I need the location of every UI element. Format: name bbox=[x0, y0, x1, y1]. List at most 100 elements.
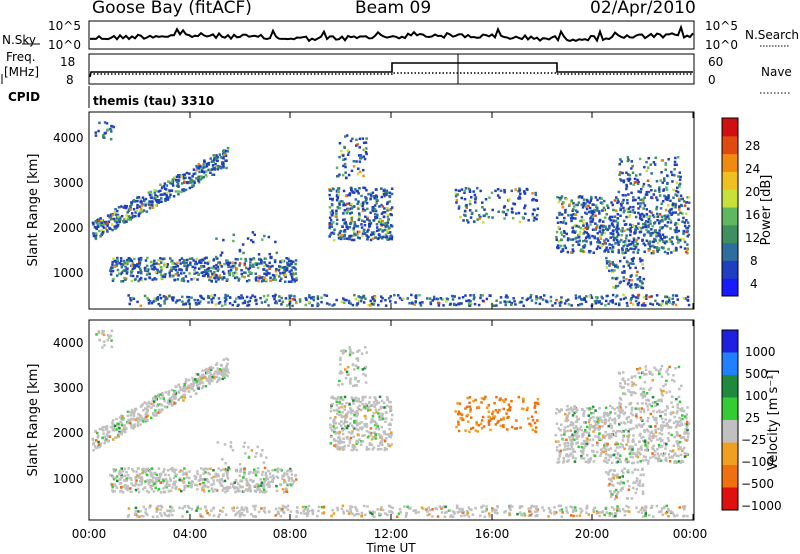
power-ytick-4000: 4000 bbox=[53, 131, 84, 145]
power-cell bbox=[643, 196, 646, 199]
power-cell bbox=[535, 213, 539, 217]
power-cell bbox=[556, 221, 560, 224]
power-cell bbox=[623, 223, 627, 226]
power-cell bbox=[280, 296, 283, 300]
power-cell bbox=[624, 243, 627, 246]
power-cell bbox=[623, 271, 626, 274]
power-cell bbox=[357, 217, 361, 221]
power-cell bbox=[151, 206, 155, 209]
velocity-cell bbox=[152, 475, 155, 479]
power-cell bbox=[365, 234, 368, 237]
power-cell bbox=[645, 239, 649, 242]
power-cell bbox=[559, 196, 563, 200]
power-cell bbox=[353, 232, 356, 236]
power-cell bbox=[361, 219, 364, 222]
velocity-cell bbox=[121, 429, 124, 432]
power-cell bbox=[646, 230, 650, 234]
power-cell bbox=[577, 236, 581, 239]
power-cell bbox=[280, 303, 283, 306]
power-cell bbox=[100, 221, 103, 224]
power-cell bbox=[240, 294, 243, 297]
power-cell bbox=[658, 213, 662, 216]
power-cell bbox=[670, 207, 673, 211]
velocity-cell bbox=[235, 489, 239, 493]
power-cell bbox=[214, 255, 218, 259]
velocity-cell bbox=[287, 483, 290, 486]
velocity-cell bbox=[341, 383, 344, 386]
power-cell bbox=[491, 208, 494, 212]
power-cell bbox=[569, 238, 572, 241]
power-cell bbox=[555, 230, 559, 234]
velocity-cell bbox=[389, 400, 392, 404]
velocity-cell bbox=[683, 508, 686, 511]
velocity-cell bbox=[371, 404, 374, 407]
power-cell bbox=[635, 274, 638, 277]
velocity-cell bbox=[389, 408, 393, 411]
power-cell bbox=[663, 240, 667, 243]
velocity-cell bbox=[519, 426, 522, 429]
velocity-cell bbox=[467, 515, 471, 518]
power-cell bbox=[157, 199, 160, 202]
power-cell bbox=[518, 220, 522, 224]
power-cell bbox=[682, 229, 685, 233]
power-cell bbox=[364, 141, 368, 144]
power-cell bbox=[659, 236, 663, 240]
power-cell bbox=[210, 279, 213, 283]
power-cell bbox=[613, 269, 616, 272]
power-cell bbox=[672, 249, 676, 252]
power-cell bbox=[119, 272, 123, 276]
velocity-cell bbox=[505, 412, 508, 415]
velocity-cell bbox=[508, 408, 511, 411]
velocity-cell bbox=[477, 424, 481, 427]
power-cell bbox=[228, 261, 232, 265]
velocity-cell bbox=[367, 405, 371, 408]
power-cell bbox=[650, 172, 653, 175]
velocity-cell bbox=[223, 479, 227, 483]
velocity-cell bbox=[127, 418, 130, 422]
velocity-cell bbox=[547, 507, 551, 510]
velocity-cell bbox=[93, 445, 97, 448]
power-cell bbox=[190, 185, 194, 189]
power-cell bbox=[561, 221, 565, 224]
power-cell bbox=[543, 294, 546, 297]
power-cell bbox=[598, 210, 601, 213]
velocity-cell bbox=[536, 510, 539, 513]
power-cell bbox=[342, 164, 345, 168]
power-cell bbox=[654, 239, 657, 242]
power-cell bbox=[126, 270, 129, 273]
power-cell bbox=[182, 259, 186, 262]
velocity-cell bbox=[167, 390, 171, 393]
velocity-cell bbox=[655, 504, 659, 508]
velocity-cell bbox=[135, 479, 138, 482]
power-cell bbox=[262, 268, 266, 271]
power-cell bbox=[641, 263, 644, 266]
velocity-cell bbox=[535, 514, 539, 518]
velocity-cell bbox=[92, 449, 95, 452]
power-cell bbox=[674, 156, 677, 160]
power-cell bbox=[176, 278, 180, 281]
velocity-cell bbox=[94, 446, 98, 450]
power-cell bbox=[675, 181, 679, 185]
power-cell bbox=[214, 157, 218, 160]
power-cell bbox=[182, 188, 185, 191]
power-cell bbox=[473, 302, 477, 306]
velocity-cell bbox=[380, 412, 383, 415]
power-cell bbox=[419, 304, 423, 307]
power-cell bbox=[366, 216, 369, 219]
power-cell bbox=[384, 228, 387, 232]
power-cell bbox=[684, 230, 688, 234]
power-cell bbox=[606, 249, 609, 252]
velocity-cell bbox=[178, 478, 181, 482]
velocity-cell bbox=[195, 483, 199, 487]
power-cell bbox=[588, 206, 592, 210]
velocity-cell bbox=[347, 410, 350, 414]
velocity-cell bbox=[403, 505, 406, 508]
power-cell bbox=[664, 295, 667, 298]
power-cell bbox=[634, 215, 638, 219]
velocity-cell bbox=[333, 397, 336, 400]
velocity-cell bbox=[329, 409, 333, 413]
power-cell bbox=[655, 180, 659, 183]
power-cell bbox=[126, 211, 129, 214]
velocity-cell bbox=[162, 479, 166, 482]
velocity-cell bbox=[252, 471, 255, 475]
